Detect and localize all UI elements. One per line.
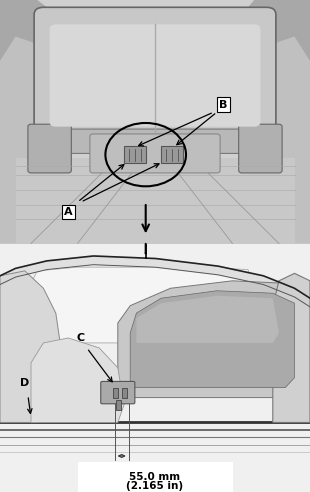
Polygon shape bbox=[130, 291, 294, 388]
Text: D: D bbox=[20, 378, 29, 388]
FancyBboxPatch shape bbox=[40, 129, 270, 154]
Bar bbox=[116, 400, 121, 410]
FancyBboxPatch shape bbox=[90, 134, 220, 173]
FancyBboxPatch shape bbox=[16, 158, 294, 244]
Bar bbox=[122, 388, 127, 398]
Polygon shape bbox=[118, 281, 304, 398]
FancyBboxPatch shape bbox=[161, 146, 183, 163]
Polygon shape bbox=[0, 36, 68, 244]
Polygon shape bbox=[0, 256, 310, 307]
Polygon shape bbox=[0, 0, 87, 85]
Polygon shape bbox=[31, 338, 124, 423]
FancyBboxPatch shape bbox=[124, 146, 146, 163]
FancyBboxPatch shape bbox=[28, 124, 71, 173]
Text: 55.0 mm: 55.0 mm bbox=[130, 472, 180, 482]
FancyBboxPatch shape bbox=[50, 24, 260, 126]
Polygon shape bbox=[136, 296, 279, 343]
Text: A: A bbox=[64, 207, 73, 217]
Text: (2.165 in): (2.165 in) bbox=[126, 481, 184, 491]
Bar bbox=[113, 388, 118, 398]
FancyBboxPatch shape bbox=[34, 7, 276, 149]
Text: B: B bbox=[219, 100, 228, 110]
Bar bbox=[78, 462, 232, 492]
FancyBboxPatch shape bbox=[239, 124, 282, 173]
Text: C: C bbox=[77, 333, 85, 343]
Polygon shape bbox=[223, 0, 310, 85]
Polygon shape bbox=[0, 271, 62, 423]
Polygon shape bbox=[242, 36, 310, 244]
FancyBboxPatch shape bbox=[101, 381, 135, 404]
Polygon shape bbox=[273, 274, 310, 423]
Polygon shape bbox=[31, 267, 254, 343]
